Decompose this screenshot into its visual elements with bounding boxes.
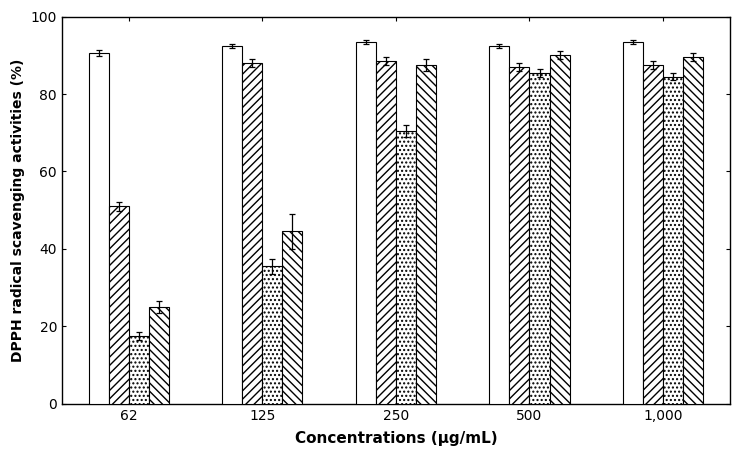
Bar xyxy=(643,65,663,404)
Bar xyxy=(109,206,129,404)
Bar xyxy=(550,55,570,404)
Bar xyxy=(356,42,376,404)
Bar xyxy=(489,46,510,404)
X-axis label: Concentrations (μg/mL): Concentrations (μg/mL) xyxy=(295,431,497,446)
Bar xyxy=(262,266,282,404)
Bar xyxy=(242,63,262,404)
Bar xyxy=(149,307,169,404)
Bar xyxy=(396,131,416,404)
Bar xyxy=(129,336,149,404)
Bar xyxy=(222,46,242,404)
Bar xyxy=(683,57,703,404)
Bar xyxy=(623,42,643,404)
Bar xyxy=(282,231,302,404)
Bar xyxy=(376,61,396,404)
Y-axis label: DPPH radical scavenging activities (%): DPPH radical scavenging activities (%) xyxy=(11,58,25,362)
Bar xyxy=(663,77,683,404)
Bar xyxy=(530,73,550,404)
Bar xyxy=(89,53,109,404)
Bar xyxy=(510,67,530,404)
Bar xyxy=(416,65,436,404)
